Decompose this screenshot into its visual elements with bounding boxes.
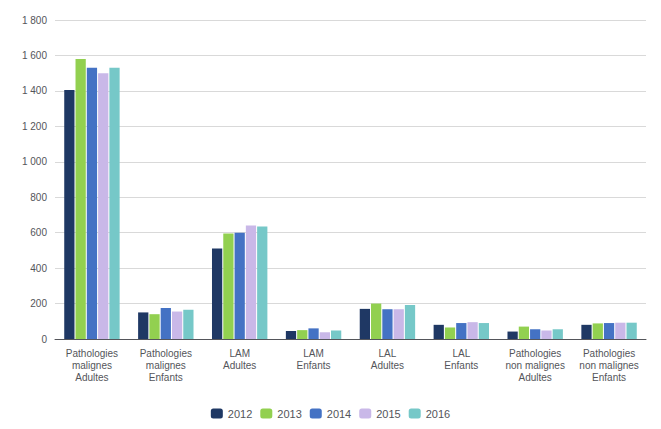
svg-text:LAL: LAL [379, 348, 397, 359]
svg-text:2012: 2012 [228, 408, 252, 420]
svg-text:Pathologies: Pathologies [140, 348, 192, 359]
svg-text:2016: 2016 [426, 408, 450, 420]
svg-text:Enfants: Enfants [592, 372, 626, 383]
svg-text:Pathologies: Pathologies [509, 348, 561, 359]
svg-text:2014: 2014 [327, 408, 351, 420]
svg-text:Adultes: Adultes [371, 360, 404, 371]
svg-text:400: 400 [30, 263, 47, 274]
svg-text:1 400: 1 400 [22, 85, 47, 96]
svg-text:malignes: malignes [146, 360, 186, 371]
svg-text:Enfants: Enfants [297, 360, 331, 371]
svg-text:600: 600 [30, 227, 47, 238]
svg-text:1 000: 1 000 [22, 156, 47, 167]
svg-text:Pathologies: Pathologies [66, 348, 118, 359]
svg-text:200: 200 [30, 298, 47, 309]
svg-text:non malignes: non malignes [505, 360, 564, 371]
svg-text:1 600: 1 600 [22, 50, 47, 61]
svg-text:0: 0 [41, 334, 47, 345]
svg-text:2013: 2013 [277, 408, 301, 420]
svg-text:Enfants: Enfants [149, 372, 183, 383]
svg-text:malignes: malignes [72, 360, 112, 371]
svg-text:800: 800 [30, 192, 47, 203]
svg-text:LAL: LAL [452, 348, 470, 359]
svg-text:Enfants: Enfants [444, 360, 478, 371]
svg-text:Adultes: Adultes [223, 360, 256, 371]
svg-text:1 800: 1 800 [22, 15, 47, 26]
svg-text:Pathologies: Pathologies [583, 348, 635, 359]
svg-text:1 200: 1 200 [22, 121, 47, 132]
svg-text:LAM: LAM [229, 348, 250, 359]
svg-text:Adultes: Adultes [519, 372, 552, 383]
svg-text:Adultes: Adultes [75, 372, 108, 383]
svg-text:2015: 2015 [376, 408, 400, 420]
svg-text:non malignes: non malignes [579, 360, 638, 371]
svg-text:LAM: LAM [303, 348, 324, 359]
